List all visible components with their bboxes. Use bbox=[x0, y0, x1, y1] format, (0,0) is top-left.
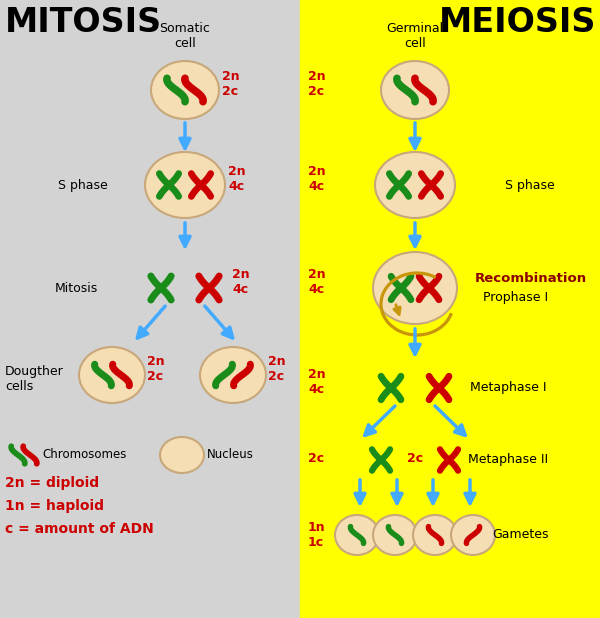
Text: 2n = diploid: 2n = diploid bbox=[5, 476, 99, 490]
Text: Prophase I: Prophase I bbox=[483, 290, 548, 303]
Text: 2n
2c: 2n 2c bbox=[222, 70, 239, 98]
Ellipse shape bbox=[451, 515, 495, 555]
Text: MEIOSIS: MEIOSIS bbox=[439, 6, 596, 39]
Ellipse shape bbox=[375, 152, 455, 218]
Ellipse shape bbox=[151, 61, 219, 119]
Ellipse shape bbox=[145, 152, 225, 218]
Text: Gametes: Gametes bbox=[492, 528, 548, 541]
Text: Somatic
cell: Somatic cell bbox=[160, 22, 211, 50]
Ellipse shape bbox=[335, 515, 379, 555]
Text: Nucleus: Nucleus bbox=[207, 449, 254, 462]
Text: 2n
4c: 2n 4c bbox=[308, 268, 326, 296]
Text: Recombination: Recombination bbox=[475, 273, 587, 286]
Text: 2n
4c: 2n 4c bbox=[232, 268, 250, 296]
Text: 2c: 2c bbox=[308, 452, 324, 465]
Text: 2c: 2c bbox=[407, 452, 423, 465]
Text: S phase: S phase bbox=[58, 179, 108, 192]
Ellipse shape bbox=[160, 437, 204, 473]
Text: 1n = haploid: 1n = haploid bbox=[5, 499, 104, 513]
Bar bbox=[0, 0, 300, 618]
Text: c = amount of ADN: c = amount of ADN bbox=[5, 522, 154, 536]
Text: 2n
4c: 2n 4c bbox=[228, 165, 245, 193]
Text: S phase: S phase bbox=[505, 179, 555, 192]
Text: Chromosomes: Chromosomes bbox=[42, 449, 127, 462]
Bar bbox=[300, 0, 600, 618]
Text: 2n
2c: 2n 2c bbox=[147, 355, 164, 383]
Text: 2n
4c: 2n 4c bbox=[308, 368, 326, 396]
Text: Germinal
cell: Germinal cell bbox=[386, 22, 443, 50]
Ellipse shape bbox=[413, 515, 457, 555]
Text: Dougther
cells: Dougther cells bbox=[5, 365, 64, 393]
Text: MITOSIS: MITOSIS bbox=[5, 6, 162, 39]
Text: Metaphase I: Metaphase I bbox=[470, 381, 547, 394]
Text: 2n
2c: 2n 2c bbox=[308, 70, 326, 98]
Text: 2n
4c: 2n 4c bbox=[308, 165, 326, 193]
Text: Metaphase II: Metaphase II bbox=[468, 454, 548, 467]
Text: 2n
2c: 2n 2c bbox=[268, 355, 286, 383]
Ellipse shape bbox=[381, 61, 449, 119]
Ellipse shape bbox=[373, 515, 417, 555]
Text: 1n
1c: 1n 1c bbox=[308, 521, 326, 549]
Ellipse shape bbox=[373, 252, 457, 324]
Ellipse shape bbox=[200, 347, 266, 403]
Ellipse shape bbox=[79, 347, 145, 403]
Text: Mitosis: Mitosis bbox=[55, 282, 98, 295]
